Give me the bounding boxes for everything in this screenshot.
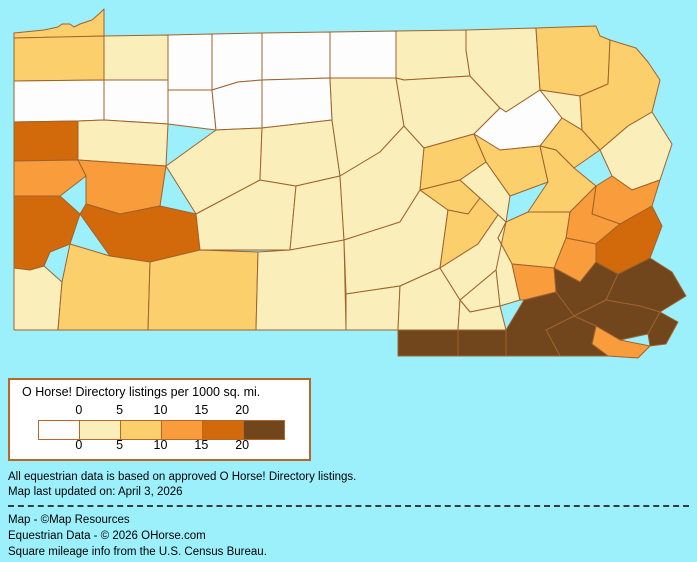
county-crawford (13, 35, 105, 82)
credits: Map - ©Map Resources Equestrian Data - ©… (8, 512, 267, 560)
legend-tick-top-20: 20 (235, 403, 250, 417)
county-potter (329, 30, 397, 79)
legend-color-scale (38, 420, 285, 440)
county-clarion (167, 89, 217, 131)
legend-swatch-4 (202, 421, 243, 439)
credits-line-3: Square mileage info from the U.S. Census… (8, 546, 267, 558)
county-greene (13, 265, 63, 331)
notes-line-1: All equestrian data is based on approved… (8, 471, 357, 483)
legend-swatch-5 (243, 421, 284, 439)
legend-tick-bottom-15: 15 (194, 438, 209, 452)
data-notes: All equestrian data is based on approved… (8, 470, 356, 500)
county-blair (289, 175, 345, 251)
choropleth-map (13, 8, 687, 359)
legend-tick-top-10: 10 (153, 403, 168, 417)
legend-swatch-0 (39, 421, 79, 439)
notes-line-2: Map last updated on: April 3, 2026 (8, 486, 183, 498)
footer-divider (8, 505, 689, 507)
legend-swatch-1 (79, 421, 120, 439)
county-york (457, 329, 507, 357)
county-adams (397, 329, 459, 357)
county-venango (103, 79, 169, 125)
legend-ticks-bottom: 0 5 10 15 20 (38, 438, 308, 452)
county-forest (167, 33, 213, 91)
county-cameron (261, 77, 333, 129)
county-beaver (13, 159, 87, 197)
county-mercer (13, 79, 105, 123)
county-jefferson (211, 79, 263, 131)
legend-tick-top-0: 0 (75, 403, 83, 417)
county-susquehanna (535, 25, 611, 97)
pennsylvania-county-map (13, 8, 687, 359)
county-bedford (255, 239, 347, 331)
county-erie (13, 8, 105, 39)
county-clearfield (259, 119, 341, 187)
legend-tick-bottom-20: 20 (235, 438, 250, 452)
county-mckean (261, 31, 331, 81)
legend: O Horse! Directory listings per 1000 sq.… (8, 378, 311, 461)
legend-tick-bottom-5: 5 (116, 438, 124, 452)
legend-tick-bottom-0: 0 (75, 438, 83, 452)
county-somerset (147, 249, 259, 331)
legend-tick-top-5: 5 (116, 403, 124, 417)
county-lawrence (13, 120, 79, 162)
counties-group (13, 8, 687, 359)
county-tioga (395, 29, 471, 81)
credits-line-1: Map - ©Map Resources (8, 514, 130, 526)
county-northumberland (459, 161, 511, 223)
county-fulton (345, 285, 401, 331)
legend-swatch-3 (161, 421, 202, 439)
credits-line-2: Equestrian Data - © 2026 OHorse.com (8, 530, 206, 542)
legend-tick-top-15: 15 (194, 403, 209, 417)
county-butler (77, 119, 169, 167)
county-philadelphia (647, 311, 679, 347)
legend-ticks-top: 0 5 10 15 20 (38, 403, 308, 417)
legend-swatch-2 (120, 421, 161, 439)
legend-tick-bottom-10: 10 (153, 438, 168, 452)
legend-title: O Horse! Directory listings per 1000 sq.… (22, 385, 261, 399)
county-warren (103, 34, 169, 81)
